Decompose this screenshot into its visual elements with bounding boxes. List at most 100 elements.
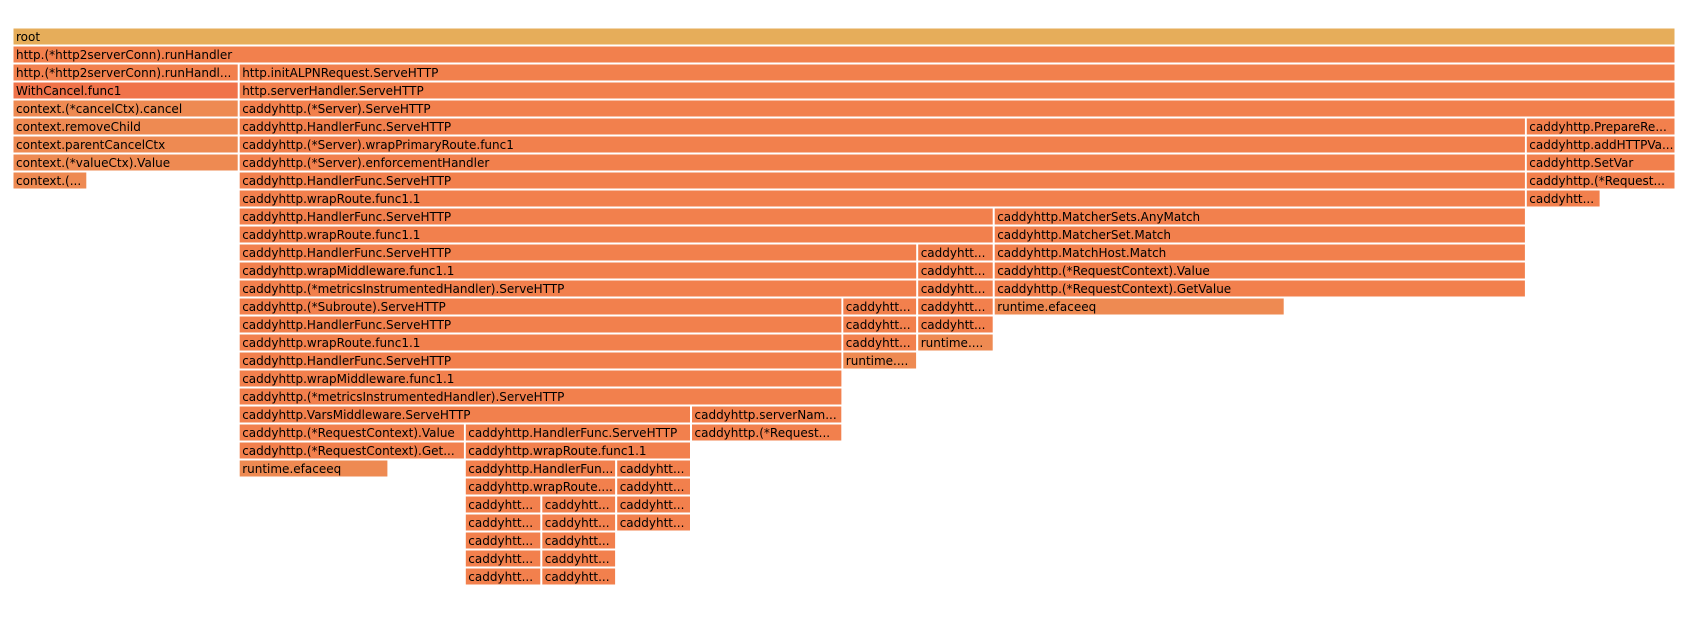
flame-frame-bar[interactable] [993, 279, 1526, 298]
flame-frame-bar[interactable] [238, 63, 1676, 82]
flame-frame-bar[interactable] [691, 405, 843, 424]
flame-frame[interactable]: caddyhttp.VarsMiddleware.ServeHTTP [238, 405, 691, 424]
flame-frame[interactable]: caddyhttp.wrapMiddleware.func1.1 [238, 261, 918, 280]
flame-frame-bar[interactable] [238, 297, 843, 316]
flame-frame[interactable]: caddyhtt... [917, 243, 994, 262]
flame-frame-bar[interactable] [993, 297, 1285, 316]
flame-frame[interactable]: http.serverHandler.ServeHTTP [238, 81, 1676, 100]
flame-frame-bar[interactable] [238, 189, 1526, 208]
flame-frame[interactable]: caddyhttp.(*Subroute).ServeHTTP [238, 297, 843, 316]
flame-frame-bar[interactable] [12, 63, 239, 82]
flame-frame-bar[interactable] [616, 459, 692, 478]
flame-frame[interactable]: caddyhttp.(*RequestContext).Value [238, 423, 465, 442]
flame-frame[interactable]: caddyhttp.HandlerFunc.ServeHTTP [238, 171, 1526, 190]
flame-frame[interactable]: caddyhtt... [616, 495, 692, 514]
flame-frame-bar[interactable] [238, 225, 994, 244]
flame-frame-bar[interactable] [464, 459, 617, 478]
flame-frame[interactable]: caddyhttp.HandlerFun... [464, 459, 617, 478]
flame-frame[interactable]: caddyhttp.wrapRoute.func1.1 [238, 333, 843, 352]
flame-frame[interactable]: caddyhtt... [616, 513, 692, 532]
flame-frame-bar[interactable] [917, 333, 994, 352]
flame-frame[interactable]: http.(*http2serverConn).runHandler [12, 45, 1676, 64]
flame-frame[interactable]: caddyhttp.(*Server).wrapPrimaryRoute.fun… [238, 135, 1526, 154]
flame-frame-bar[interactable] [993, 225, 1526, 244]
flame-frame-bar[interactable] [238, 81, 1676, 100]
flame-frame-bar[interactable] [1525, 171, 1676, 190]
flame-frame[interactable]: caddyhttp.(*metricsInstrumentedHandler).… [238, 279, 918, 298]
flame-frame[interactable]: caddyhttp.HandlerFunc.ServeHTTP [238, 207, 994, 226]
flame-frame-bar[interactable] [238, 243, 918, 262]
flame-frame-bar[interactable] [238, 315, 843, 334]
flame-frame[interactable]: caddyhttp.(*RequestContext).Get... [238, 441, 465, 460]
flame-frame-bar[interactable] [238, 171, 1526, 190]
flame-frame[interactable]: http.initALPNRequest.ServeHTTP [238, 63, 1676, 82]
flame-frame[interactable]: caddyhttp.MatchHost.Match [993, 243, 1526, 262]
flame-frame[interactable]: caddyhtt... [917, 315, 994, 334]
flame-frame-bar[interactable] [238, 207, 994, 226]
flame-frame-bar[interactable] [993, 243, 1526, 262]
flame-frame-bar[interactable] [917, 279, 994, 298]
flame-frame-bar[interactable] [541, 549, 617, 568]
flame-frame[interactable]: caddyhttp.wrapRoute.func1.1 [238, 225, 994, 244]
flame-frame-bar[interactable] [464, 441, 691, 460]
flame-frame[interactable]: caddyhttp.HandlerFunc.ServeHTTP [238, 243, 918, 262]
flame-frame[interactable]: caddyhttp.(*Server).enforcementHandler [238, 153, 1526, 172]
flame-frame[interactable]: caddyhttp.MatcherSet.Match [993, 225, 1526, 244]
flame-frame-bar[interactable] [238, 387, 843, 406]
flame-frame[interactable]: runtime.efaceeq [993, 297, 1285, 316]
flame-frame-bar[interactable] [12, 45, 1676, 64]
flame-frame-bar[interactable] [616, 513, 692, 532]
flame-frame[interactable]: caddyhttp.HandlerFunc.ServeHTTP [238, 315, 843, 334]
flame-frame[interactable]: caddyhttp.SetVar [1525, 153, 1676, 172]
flame-frame-bar[interactable] [541, 513, 617, 532]
flame-frame[interactable]: caddyhtt... [464, 513, 542, 532]
flame-frame[interactable]: caddyhttp.MatcherSets.AnyMatch [993, 207, 1526, 226]
flame-frame[interactable]: caddyhttp.(*metricsInstrumentedHandler).… [238, 387, 843, 406]
flame-frame[interactable]: caddyhttp.(*RequestContext).GetValue [993, 279, 1526, 298]
flame-frame-bar[interactable] [12, 81, 239, 100]
flame-frame-bar[interactable] [238, 369, 843, 388]
flame-frame[interactable]: caddyhtt... [541, 531, 617, 550]
flame-frame[interactable]: caddyhtt... [464, 531, 542, 550]
flame-frame-bar[interactable] [917, 315, 994, 334]
flame-frame-bar[interactable] [917, 243, 994, 262]
flame-frame[interactable]: WithCancel.func1 [12, 81, 239, 100]
flame-frame-bar[interactable] [1525, 135, 1676, 154]
flame-frame-bar[interactable] [12, 153, 239, 172]
flame-frame-bar[interactable] [541, 531, 617, 550]
flame-frame-bar[interactable] [238, 441, 465, 460]
flame-frame[interactable]: caddyhttp.wrapRoute.func1.1 [238, 189, 1526, 208]
flame-frame-bar[interactable] [842, 315, 918, 334]
flame-frame[interactable]: caddyhtt... [616, 459, 692, 478]
flame-frame[interactable]: caddyhttp.(*Server).ServeHTTP [238, 99, 1676, 118]
flame-frame[interactable]: caddyhttp.(*RequestContext).Value [993, 261, 1526, 280]
flame-frame-bar[interactable] [616, 495, 692, 514]
flame-frame[interactable]: caddyhttp.HandlerFunc.ServeHTTP [464, 423, 691, 442]
flame-frame-bar[interactable] [238, 117, 1526, 136]
flame-frame-bar[interactable] [541, 495, 617, 514]
flame-frame[interactable]: caddyhtt... [464, 495, 542, 514]
flame-frame-bar[interactable] [917, 261, 994, 280]
flame-frame-bar[interactable] [238, 351, 843, 370]
flame-frame-bar[interactable] [238, 99, 1676, 118]
flame-frame-bar[interactable] [1525, 189, 1601, 208]
flame-frame-bar[interactable] [464, 531, 542, 550]
flame-frame[interactable]: caddyhtt... [541, 567, 617, 586]
flame-frame-bar[interactable] [12, 135, 239, 154]
flame-frame[interactable]: runtime.... [842, 351, 918, 370]
flame-frame-bar[interactable] [238, 135, 1526, 154]
flame-frame-bar[interactable] [993, 207, 1526, 226]
flame-frame-bar[interactable] [1525, 153, 1676, 172]
flame-frame[interactable]: caddyhttp.(*Request... [1525, 171, 1676, 190]
flame-frame-bar[interactable] [464, 513, 542, 532]
flame-frame[interactable]: runtime.... [917, 333, 994, 352]
flame-frame[interactable]: context.(*valueCtx).Value [12, 153, 239, 172]
flame-frame-bar[interactable] [12, 171, 88, 190]
flame-frame-bar[interactable] [616, 477, 692, 496]
flame-frame[interactable]: context.removeChild [12, 117, 239, 136]
flame-frame[interactable]: context.(... [12, 171, 88, 190]
flame-frame-bar[interactable] [842, 351, 918, 370]
flame-frame[interactable]: caddyhtt... [616, 477, 692, 496]
flame-frame-bar[interactable] [238, 261, 918, 280]
flame-frame-bar[interactable] [464, 423, 691, 442]
